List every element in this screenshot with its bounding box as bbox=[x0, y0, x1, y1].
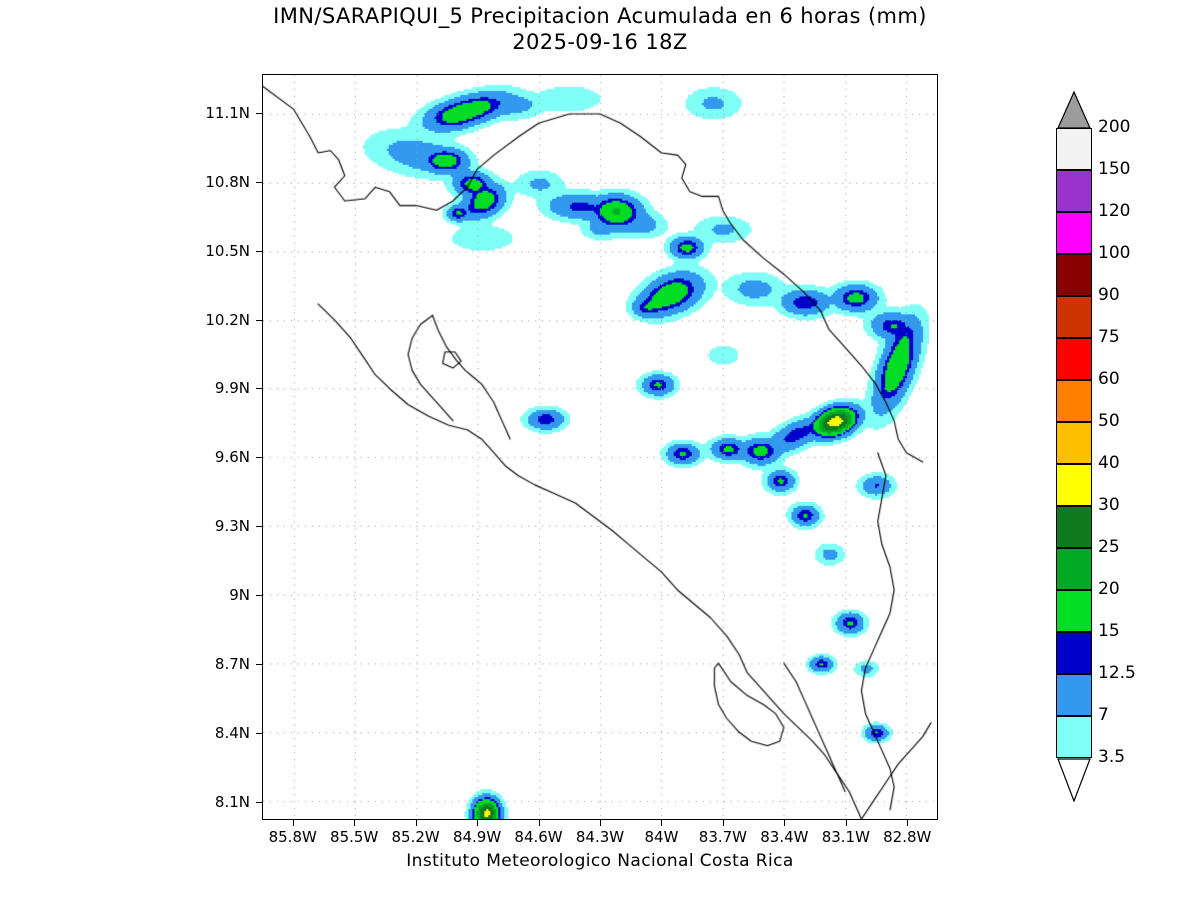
colorbar-swatch bbox=[1056, 674, 1092, 716]
colorbar-swatch bbox=[1056, 254, 1092, 296]
colorbar-tick-label: 3.5 bbox=[1098, 747, 1126, 767]
y-axis-tick-label: 11.1N bbox=[205, 104, 250, 123]
colorbar-swatch bbox=[1056, 338, 1092, 380]
y-axis-tick-label: 8.4N bbox=[214, 723, 250, 742]
colorbar-tick-label: 12.5 bbox=[1098, 663, 1136, 683]
y-axis-tick-mark bbox=[256, 250, 262, 252]
chart-subtitle: 2025-09-16 18Z bbox=[512, 30, 688, 54]
x-axis-tick-mark bbox=[661, 820, 663, 826]
x-axis-tick-label: 84.9W bbox=[452, 828, 502, 846]
y-axis-tick-mark bbox=[256, 181, 262, 183]
colorbar-tick-label: 20 bbox=[1098, 579, 1120, 599]
x-axis-tick-mark bbox=[538, 820, 540, 826]
colorbar-swatch bbox=[1056, 506, 1092, 548]
colorbar-tick-label: 7 bbox=[1098, 705, 1109, 725]
colorbar-tick-label: 40 bbox=[1098, 453, 1120, 473]
x-axis-tick-mark bbox=[415, 820, 417, 826]
colorbar-tick-label: 100 bbox=[1098, 243, 1131, 263]
y-axis-tick-label: 9.9N bbox=[214, 379, 250, 398]
y-axis-tick-label: 8.1N bbox=[214, 792, 250, 811]
colorbar-swatch bbox=[1056, 380, 1092, 422]
colorbar-swatch bbox=[1056, 422, 1092, 464]
colorbar-legend: 200 150 120 100 90 75 60 50 40 30 25 20 15 12.5 7 3.5 bbox=[1056, 90, 1196, 830]
colorbar-under-arrow bbox=[1056, 758, 1092, 803]
x-axis-tick-label: 83.1W bbox=[821, 828, 870, 846]
x-axis-tick-mark bbox=[907, 820, 909, 826]
x-axis-tick-mark bbox=[845, 820, 847, 826]
y-axis-tick-label: 9.6N bbox=[214, 448, 250, 467]
x-axis-tick-label: 82.8W bbox=[883, 828, 932, 846]
y-axis-tick-label: 10.5N bbox=[205, 241, 250, 260]
colorbar-tick-label: 120 bbox=[1098, 201, 1131, 221]
x-axis-tick-mark bbox=[477, 820, 479, 826]
colorbar-tick-label: 30 bbox=[1098, 495, 1120, 515]
y-axis-tick-mark bbox=[256, 113, 262, 115]
y-axis-tick-mark bbox=[256, 457, 262, 459]
x-axis-tick-label: 84.3W bbox=[575, 828, 625, 846]
colorbar-tick-label: 150 bbox=[1098, 159, 1131, 179]
x-axis-tick-label: 85.2W bbox=[391, 828, 440, 846]
y-axis-tick-label: 8.7N bbox=[214, 654, 250, 673]
y-axis-tick-mark bbox=[256, 319, 262, 321]
footer-credit: Instituto Meteorologico Nacional Costa R… bbox=[406, 851, 794, 871]
chart-title-block: IMN/SARAPIQUI_5 Precipitacion Acumulada … bbox=[0, 4, 1200, 54]
colorbar-swatch bbox=[1056, 464, 1092, 506]
y-axis-tick-label: 10.8N bbox=[205, 172, 250, 191]
colorbar-swatch bbox=[1056, 590, 1092, 632]
y-axis-tick-mark bbox=[256, 388, 262, 390]
colorbar-tick-label: 75 bbox=[1098, 327, 1120, 347]
colorbar-swatch bbox=[1056, 212, 1092, 254]
x-axis-tick-mark bbox=[292, 820, 294, 826]
colorbar-tick-label: 25 bbox=[1098, 537, 1120, 557]
y-axis-tick-label: 10.2N bbox=[205, 310, 250, 329]
precipitation-contour-map bbox=[263, 75, 937, 819]
colorbar-tick-label: 50 bbox=[1098, 411, 1120, 431]
y-axis-tick-mark bbox=[256, 526, 262, 528]
colorbar-swatch bbox=[1056, 716, 1092, 758]
y-axis-tick-mark bbox=[256, 663, 262, 665]
colorbar-swatch bbox=[1056, 548, 1092, 590]
x-axis-tick-mark bbox=[784, 820, 786, 826]
x-axis-tick-label: 85.5W bbox=[330, 828, 379, 846]
x-axis-tick-mark bbox=[354, 820, 356, 826]
x-axis-tick-label: 83.7W bbox=[698, 828, 748, 846]
colorbar-tick-label: 200 bbox=[1098, 117, 1131, 137]
y-axis-tick-label: 9N bbox=[229, 586, 250, 605]
colorbar-over-arrow bbox=[1056, 90, 1092, 129]
x-axis-tick-label: 84.6W bbox=[514, 828, 563, 846]
y-axis-tick-mark bbox=[256, 801, 262, 803]
colorbar-tick-label: 15 bbox=[1098, 621, 1120, 641]
colorbar-swatch bbox=[1056, 170, 1092, 212]
colorbar-tick-label: 60 bbox=[1098, 369, 1120, 389]
x-axis-tick-label: 85.8W bbox=[268, 828, 317, 846]
x-axis-tick-label: 83.4W bbox=[760, 828, 809, 846]
map-plot-area bbox=[262, 74, 938, 820]
colorbar-swatch bbox=[1056, 128, 1092, 170]
page-title: IMN/SARAPIQUI_5 Precipitacion Acumulada … bbox=[273, 4, 927, 28]
y-axis-tick-label: 9.3N bbox=[214, 517, 250, 536]
y-axis-tick-mark bbox=[256, 732, 262, 734]
colorbar-tick-label: 90 bbox=[1098, 285, 1120, 305]
x-axis-tick-mark bbox=[722, 820, 724, 826]
colorbar-swatch bbox=[1056, 632, 1092, 674]
colorbar-swatch bbox=[1056, 296, 1092, 338]
y-axis-tick-mark bbox=[256, 595, 262, 597]
x-axis-tick-label: 84W bbox=[644, 828, 679, 846]
x-axis-tick-mark bbox=[600, 820, 601, 826]
